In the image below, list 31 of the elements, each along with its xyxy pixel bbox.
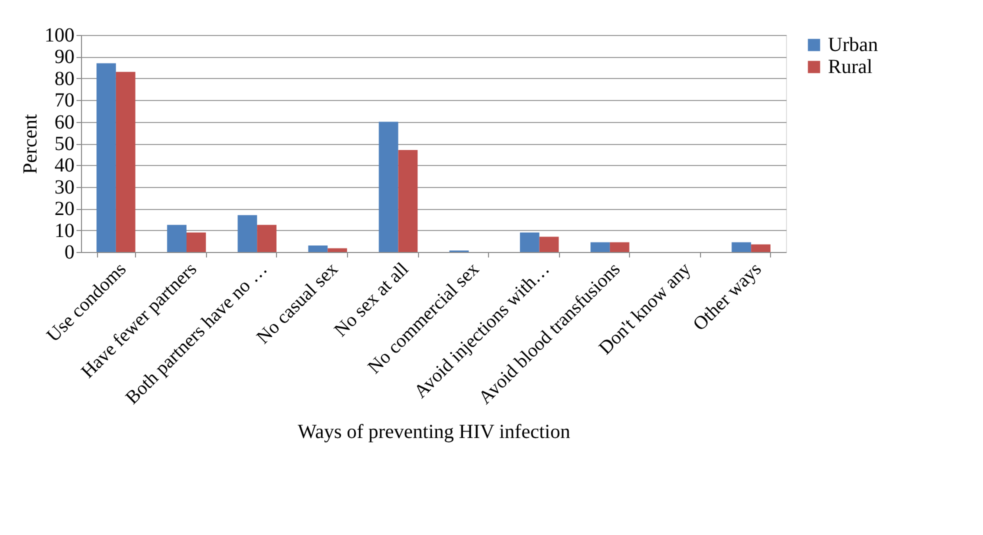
y-tick-label: 60 — [54, 111, 74, 134]
bar — [308, 245, 328, 252]
bar — [590, 242, 610, 252]
y-tick-label: 0 — [64, 242, 74, 264]
bar — [610, 242, 630, 252]
y-axis-title: Percent — [20, 114, 42, 174]
x-axis-title: Ways of preventing HIV infection — [298, 421, 570, 443]
y-tick-label: 20 — [54, 198, 74, 220]
bar — [539, 236, 559, 252]
y-tick-label: 80 — [54, 68, 74, 90]
y-tick-label: 90 — [54, 46, 74, 68]
bar — [167, 224, 187, 252]
y-tick-label: 40 — [54, 154, 74, 177]
bar — [328, 248, 348, 252]
bar — [238, 215, 258, 252]
y-tick-label: 50 — [54, 133, 74, 155]
y-tick-label: 70 — [54, 90, 74, 112]
legend-label: Rural — [828, 56, 873, 78]
bar — [520, 232, 540, 252]
bar — [398, 150, 418, 252]
bar — [186, 232, 206, 252]
y-tick-label: 30 — [54, 176, 74, 198]
legend-label: Urban — [828, 34, 878, 56]
bar — [96, 63, 116, 252]
bar — [751, 244, 770, 252]
y-tick-label: 10 — [54, 220, 74, 242]
bar — [732, 242, 752, 252]
bar — [116, 72, 136, 252]
bar — [378, 122, 398, 252]
y-tick-label: 100 — [44, 24, 74, 46]
bar — [257, 224, 276, 252]
